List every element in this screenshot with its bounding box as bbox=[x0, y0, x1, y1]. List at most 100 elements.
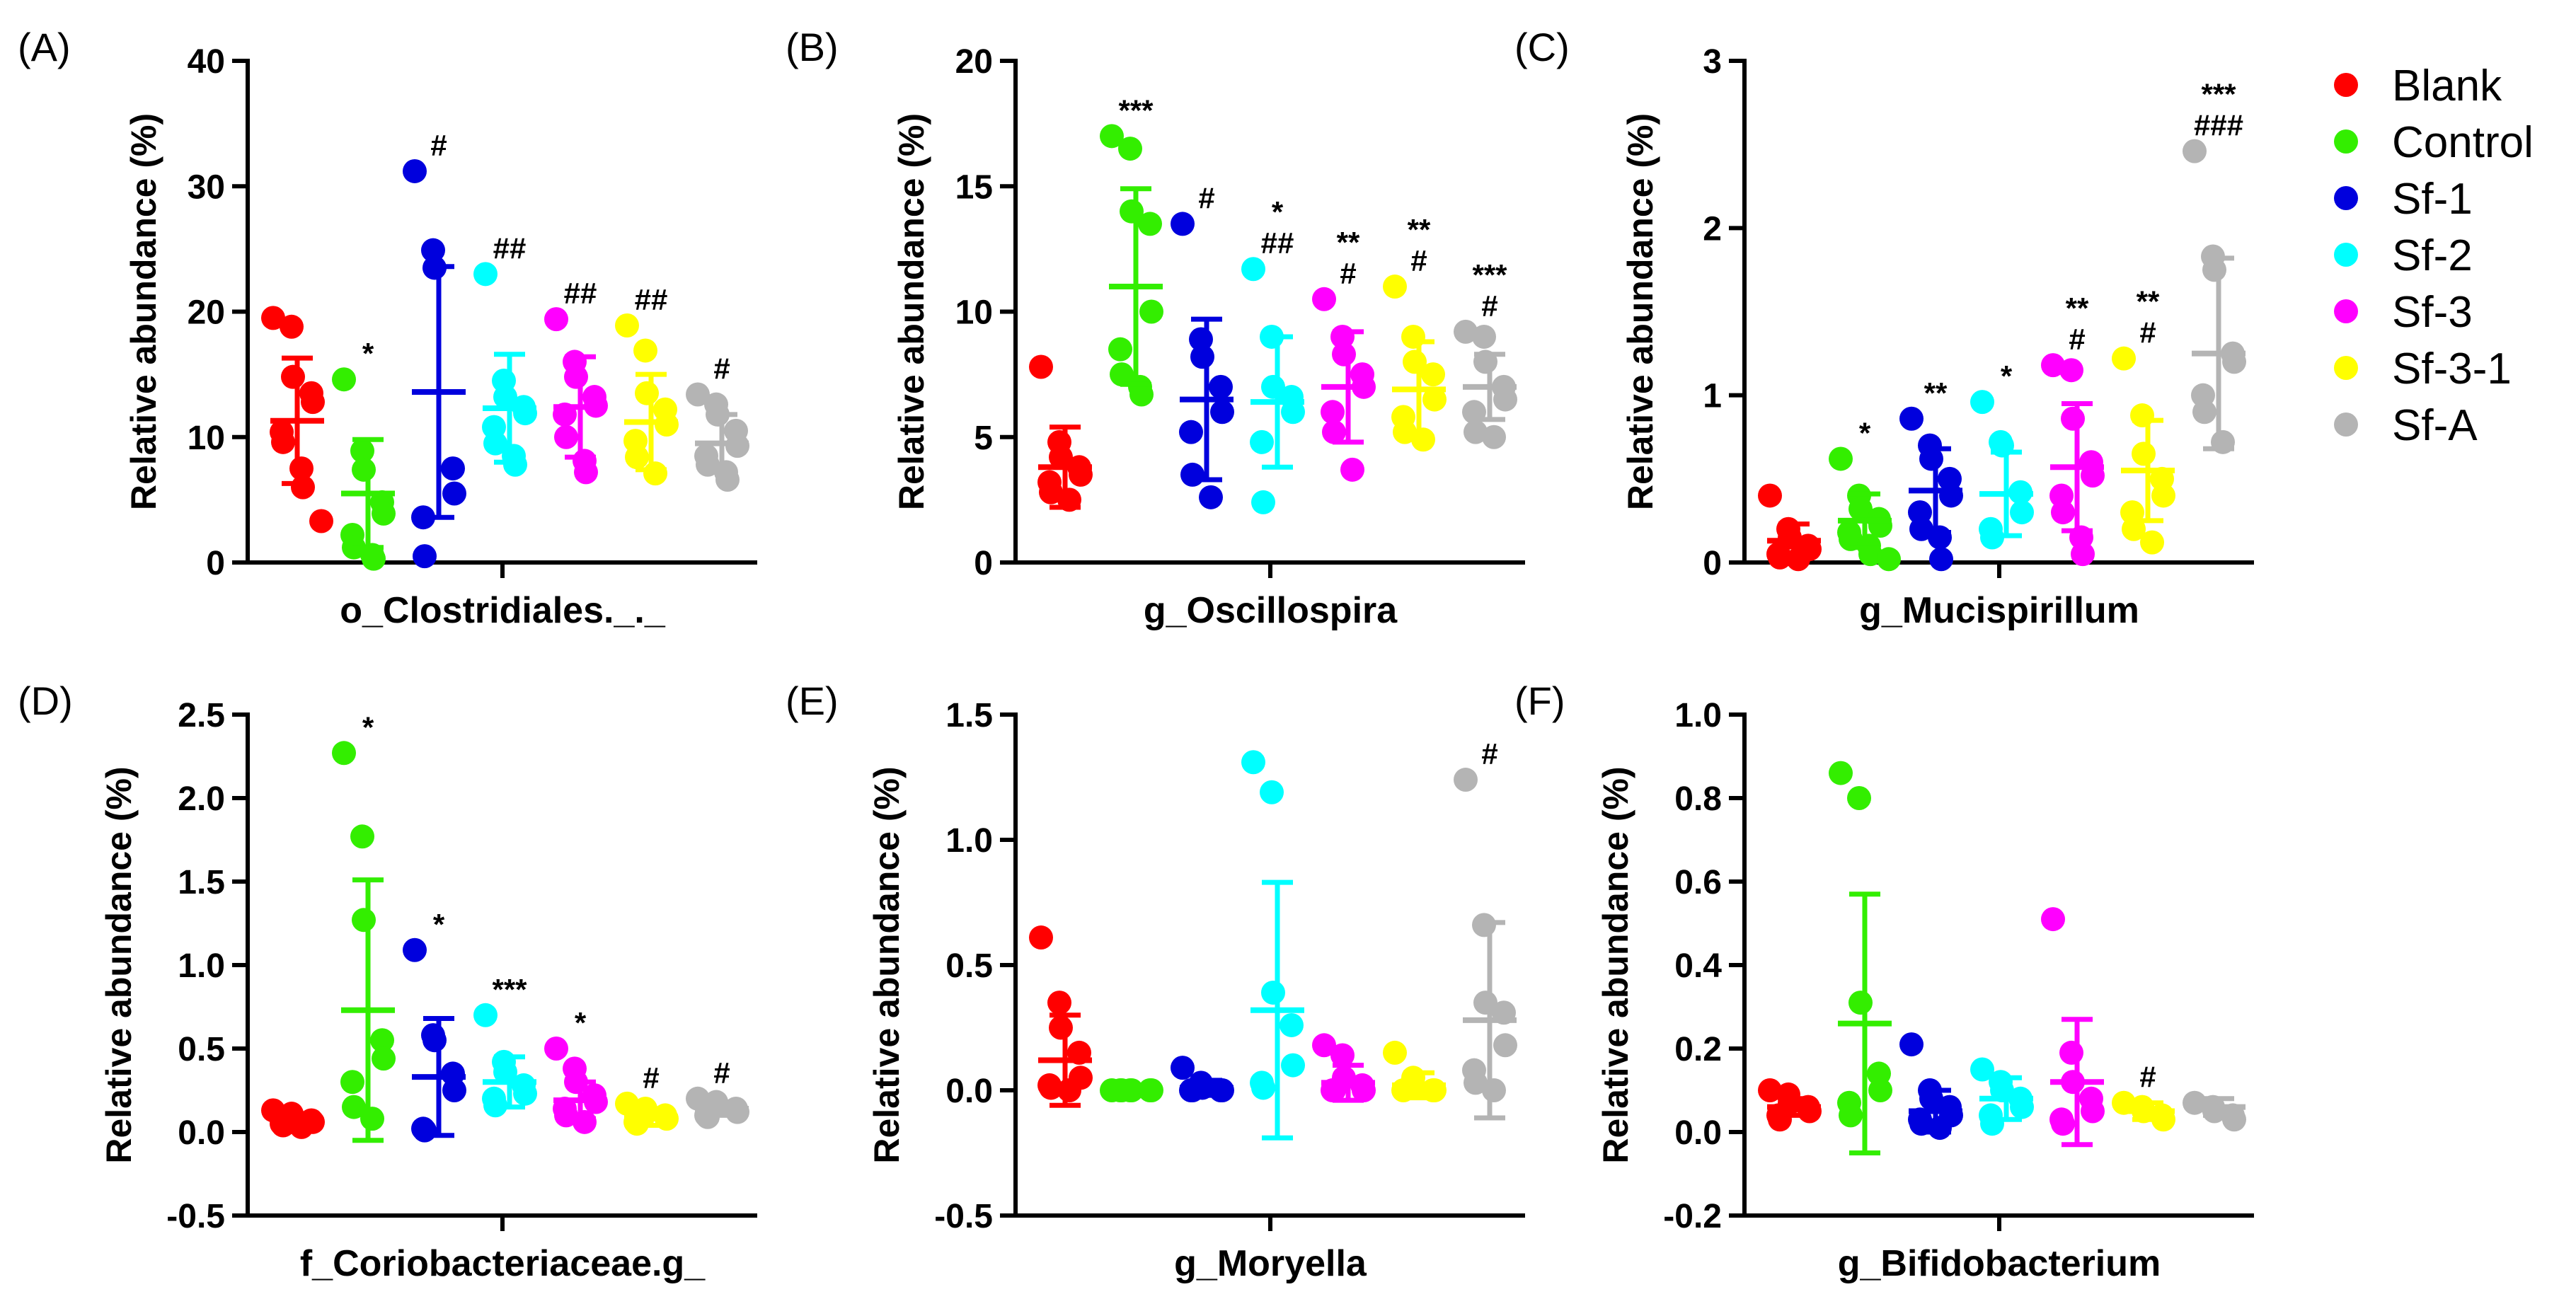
significance-marker: ## bbox=[1261, 226, 1294, 260]
data-point bbox=[1250, 429, 1274, 454]
data-point bbox=[1312, 287, 1336, 311]
data-point bbox=[1899, 406, 1924, 431]
data-point bbox=[1422, 387, 1447, 412]
data-point bbox=[1209, 374, 1233, 399]
y-tick-label: 10 bbox=[955, 294, 993, 332]
y-axis-label: Relative abundance (%) bbox=[1621, 113, 1660, 510]
data-point bbox=[1260, 780, 1284, 804]
y-axis-label: Relative abundance (%) bbox=[124, 113, 163, 510]
data-point bbox=[261, 306, 285, 330]
panel-c: 0 1 2 3 Relative abundance (%) g_Mucispirillu… bbox=[1514, 25, 2254, 631]
y-tick-label: 0.5 bbox=[178, 1031, 225, 1068]
significance-marker: * bbox=[1272, 195, 1284, 229]
data-point bbox=[573, 1109, 597, 1134]
group-sf-1 bbox=[1171, 1056, 1234, 1102]
significance-marker: *** bbox=[2201, 78, 2236, 111]
data-point bbox=[2061, 406, 2085, 431]
data-point bbox=[2071, 542, 2095, 567]
panel-f: -0.2 0.0 0.2 0.4 0.6 0.8 1.0 Relative abundance… bbox=[1514, 679, 2254, 1284]
group-sf-3-1: ## bbox=[615, 283, 679, 486]
significance-marker: * bbox=[433, 908, 445, 941]
group-blank bbox=[1029, 925, 1093, 1108]
group-sf-1: ** bbox=[1899, 376, 1963, 572]
y-tick-label: 1.0 bbox=[945, 822, 993, 860]
group-control: * bbox=[332, 337, 396, 571]
data-point bbox=[635, 381, 659, 405]
data-point bbox=[554, 1103, 578, 1128]
data-point bbox=[615, 1091, 639, 1116]
data-point bbox=[1108, 337, 1132, 362]
group-sf-2 bbox=[1970, 1057, 2034, 1136]
data-point bbox=[1118, 137, 1142, 161]
group-sf-a: # bbox=[686, 352, 749, 492]
significance-marker: ### bbox=[2194, 109, 2243, 142]
group-sf-a: #*** bbox=[1454, 258, 1517, 449]
group-sf-2: ## bbox=[473, 231, 537, 477]
significance-marker: *** bbox=[492, 973, 527, 1006]
significance-marker: ## bbox=[564, 277, 597, 310]
y-tick-label: 0 bbox=[206, 545, 225, 582]
data-point bbox=[413, 544, 437, 569]
y-axis-label: Relative abundance (%) bbox=[99, 766, 139, 1163]
y-axis-label: Relative abundance (%) bbox=[867, 766, 907, 1163]
data-point bbox=[332, 741, 356, 766]
data-point bbox=[1129, 382, 1154, 407]
legend-label: Sf-3 bbox=[2392, 288, 2473, 337]
data-point bbox=[1171, 212, 1195, 236]
significance-marker: ** bbox=[1337, 226, 1360, 259]
data-point bbox=[281, 364, 305, 389]
data-point bbox=[1110, 362, 1134, 387]
panel-label: (B) bbox=[786, 25, 839, 69]
data-point bbox=[1928, 1116, 1952, 1141]
data-point bbox=[442, 481, 466, 506]
data-point bbox=[2140, 530, 2164, 555]
data-point bbox=[633, 338, 657, 363]
data-point bbox=[421, 238, 445, 262]
y-tick-label: 0.4 bbox=[1674, 947, 1722, 985]
group-sf-2: ##* bbox=[1241, 195, 1305, 514]
panel-label: (F) bbox=[1514, 679, 1565, 723]
significance-marker: # bbox=[2069, 323, 2085, 356]
group-sf-3: * bbox=[544, 1006, 608, 1134]
data-point bbox=[441, 456, 465, 481]
x-axis-label: g_Oscillospira bbox=[1144, 590, 1398, 631]
data-point bbox=[332, 367, 356, 392]
significance-marker: ** bbox=[2137, 285, 2160, 318]
legend-marker bbox=[2334, 186, 2358, 210]
data-point bbox=[554, 425, 578, 449]
data-point bbox=[2202, 258, 2226, 282]
data-point bbox=[1899, 1032, 1924, 1057]
y-tick-label: 0.0 bbox=[178, 1114, 225, 1152]
legend-marker bbox=[2334, 129, 2358, 154]
data-point bbox=[403, 937, 427, 962]
y-tick-label: 0.2 bbox=[1674, 1031, 1722, 1068]
panel-d: -0.5 0.0 0.5 1.0 1.5 2.0 2.5 Relative abundance… bbox=[18, 679, 757, 1284]
group-sf-2 bbox=[1241, 750, 1305, 1141]
significance-marker: ** bbox=[2066, 292, 2089, 325]
group-sf-a bbox=[2183, 1090, 2246, 1132]
y-tick-label: 1 bbox=[1703, 378, 1722, 415]
data-point bbox=[1057, 1078, 1081, 1102]
data-point bbox=[413, 1118, 437, 1143]
data-point bbox=[1280, 1012, 1304, 1037]
data-point bbox=[1472, 324, 1496, 349]
data-point bbox=[2081, 1099, 2105, 1124]
data-point bbox=[1383, 1040, 1407, 1065]
data-point bbox=[342, 1095, 366, 1119]
group-control: *** bbox=[1100, 93, 1163, 407]
significance-marker: * bbox=[362, 337, 374, 370]
significance-marker: # bbox=[713, 1056, 730, 1090]
data-point bbox=[1330, 1043, 1355, 1068]
data-point bbox=[1047, 991, 1071, 1015]
data-point bbox=[1029, 354, 1053, 379]
data-point bbox=[1798, 1099, 1822, 1124]
data-point bbox=[1980, 1112, 2004, 1136]
data-point bbox=[2041, 353, 2065, 378]
data-point bbox=[1411, 427, 1435, 452]
significance-marker: * bbox=[1859, 416, 1871, 449]
data-point bbox=[1179, 420, 1203, 444]
data-point bbox=[1493, 387, 1517, 412]
significance-marker: # bbox=[1481, 737, 1497, 770]
group-sf-1 bbox=[1899, 1032, 1963, 1141]
